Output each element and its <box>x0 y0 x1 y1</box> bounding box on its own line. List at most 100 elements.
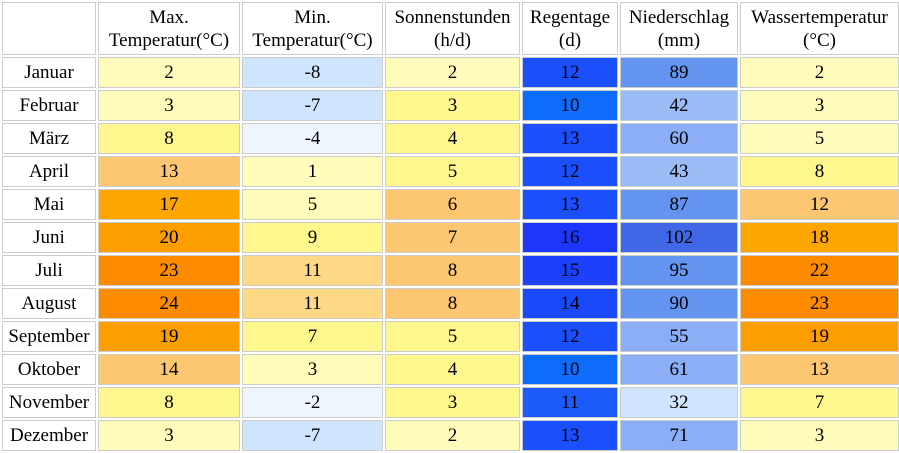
rain-days-cell: 11 <box>522 387 618 418</box>
sunshine-hours-cell: 8 <box>385 255 520 286</box>
min-temperature-cell: 3 <box>242 354 383 385</box>
header-rain-days: Regentage (d) <box>522 2 618 55</box>
water-temperature-cell: 8 <box>740 156 899 187</box>
water-temperature-cell: 23 <box>740 288 899 319</box>
min-temperature-cell: -2 <box>242 387 383 418</box>
precipitation-cell: 95 <box>620 255 738 286</box>
water-temperature-cell: 5 <box>740 123 899 154</box>
min-temperature-cell: 11 <box>242 288 383 319</box>
precipitation-cell: 55 <box>620 321 738 352</box>
header-precipitation: Niederschlag (mm) <box>620 2 738 55</box>
header-sunshine-hours: Sonnenstunden (h/d) <box>385 2 520 55</box>
water-temperature-cell: 12 <box>740 189 899 220</box>
rain-days-cell: 13 <box>522 420 618 451</box>
min-temperature-cell: 9 <box>242 222 383 253</box>
min-temperature-cell: 11 <box>242 255 383 286</box>
min-temperature-cell: -7 <box>242 90 383 121</box>
table-row: Oktober 14 3 4 10 61 13 <box>2 354 899 385</box>
water-temperature-cell: 13 <box>740 354 899 385</box>
header-raindays-line2: (d) <box>558 29 582 51</box>
table-row: Dezember 3 -7 2 13 71 3 <box>2 420 899 451</box>
month-label: Juni <box>2 222 96 253</box>
precipitation-cell: 61 <box>620 354 738 385</box>
water-temperature-cell: 3 <box>740 90 899 121</box>
table-row: November 8 -2 3 11 32 7 <box>2 387 899 418</box>
min-temperature-cell: -4 <box>242 123 383 154</box>
min-temperature-cell: 1 <box>242 156 383 187</box>
rain-days-cell: 13 <box>522 189 618 220</box>
header-corner <box>2 2 96 55</box>
table-row: April 13 1 5 12 43 8 <box>2 156 899 187</box>
header-precip-line2: (mm) <box>657 29 701 51</box>
precipitation-cell: 90 <box>620 288 738 319</box>
rain-days-cell: 12 <box>522 57 618 88</box>
month-label: September <box>2 321 96 352</box>
table-row: Juli 23 11 8 15 95 22 <box>2 255 899 286</box>
month-label: März <box>2 123 96 154</box>
table-row: Juni 20 9 7 16 102 18 <box>2 222 899 253</box>
precipitation-cell: 43 <box>620 156 738 187</box>
water-temperature-cell: 22 <box>740 255 899 286</box>
precipitation-cell: 71 <box>620 420 738 451</box>
header-max-line2: Temperatur(°C) <box>108 29 230 51</box>
header-min-temperature: Min. Temperatur(°C) <box>242 2 383 55</box>
water-temperature-cell: 2 <box>740 57 899 88</box>
sunshine-hours-cell: 8 <box>385 288 520 319</box>
month-label: Februar <box>2 90 96 121</box>
rain-days-cell: 14 <box>522 288 618 319</box>
max-temperature-cell: 19 <box>98 321 240 352</box>
header-precip-line1: Niederschlag <box>628 6 730 28</box>
water-temperature-cell: 18 <box>740 222 899 253</box>
max-temperature-cell: 17 <box>98 189 240 220</box>
sunshine-hours-cell: 3 <box>385 90 520 121</box>
sunshine-hours-cell: 4 <box>385 354 520 385</box>
header-raindays-line1: Regentage <box>529 6 611 28</box>
max-temperature-cell: 24 <box>98 288 240 319</box>
sunshine-hours-cell: 7 <box>385 222 520 253</box>
min-temperature-cell: 5 <box>242 189 383 220</box>
month-label: Januar <box>2 57 96 88</box>
table-row: September 19 7 5 12 55 19 <box>2 321 899 352</box>
table-row: Januar 2 -8 2 12 89 2 <box>2 57 899 88</box>
max-temperature-cell: 8 <box>98 123 240 154</box>
header-sun-line1: Sonnenstunden <box>394 6 511 28</box>
sunshine-hours-cell: 4 <box>385 123 520 154</box>
header-max-line1: Max. <box>149 6 189 28</box>
sunshine-hours-cell: 2 <box>385 420 520 451</box>
month-label: Mai <box>2 189 96 220</box>
header-water-line2: (°C) <box>803 29 836 51</box>
precipitation-cell: 89 <box>620 57 738 88</box>
month-label: November <box>2 387 96 418</box>
max-temperature-cell: 13 <box>98 156 240 187</box>
min-temperature-cell: 7 <box>242 321 383 352</box>
max-temperature-cell: 3 <box>98 90 240 121</box>
table-row: August 24 11 8 14 90 23 <box>2 288 899 319</box>
rain-days-cell: 10 <box>522 354 618 385</box>
table-row: Februar 3 -7 3 10 42 3 <box>2 90 899 121</box>
sunshine-hours-cell: 5 <box>385 321 520 352</box>
precipitation-cell: 32 <box>620 387 738 418</box>
sunshine-hours-cell: 3 <box>385 387 520 418</box>
rain-days-cell: 16 <box>522 222 618 253</box>
month-label: August <box>2 288 96 319</box>
sunshine-hours-cell: 6 <box>385 189 520 220</box>
header-water-temperature: Wassertemperatur (°C) <box>740 2 899 55</box>
rain-days-cell: 12 <box>522 156 618 187</box>
precipitation-cell: 87 <box>620 189 738 220</box>
header-sun-line2: (h/d) <box>434 29 471 51</box>
header-max-temperature: Max. Temperatur(°C) <box>98 2 240 55</box>
rain-days-cell: 12 <box>522 321 618 352</box>
rain-days-cell: 10 <box>522 90 618 121</box>
max-temperature-cell: 23 <box>98 255 240 286</box>
water-temperature-cell: 7 <box>740 387 899 418</box>
sunshine-hours-cell: 5 <box>385 156 520 187</box>
min-temperature-cell: -8 <box>242 57 383 88</box>
max-temperature-cell: 8 <box>98 387 240 418</box>
precipitation-cell: 60 <box>620 123 738 154</box>
header-min-line1: Min. <box>294 6 331 28</box>
rain-days-cell: 15 <box>522 255 618 286</box>
max-temperature-cell: 14 <box>98 354 240 385</box>
precipitation-cell: 42 <box>620 90 738 121</box>
header-row: Max. Temperatur(°C) Min. Temperatur(°C) … <box>2 2 899 55</box>
